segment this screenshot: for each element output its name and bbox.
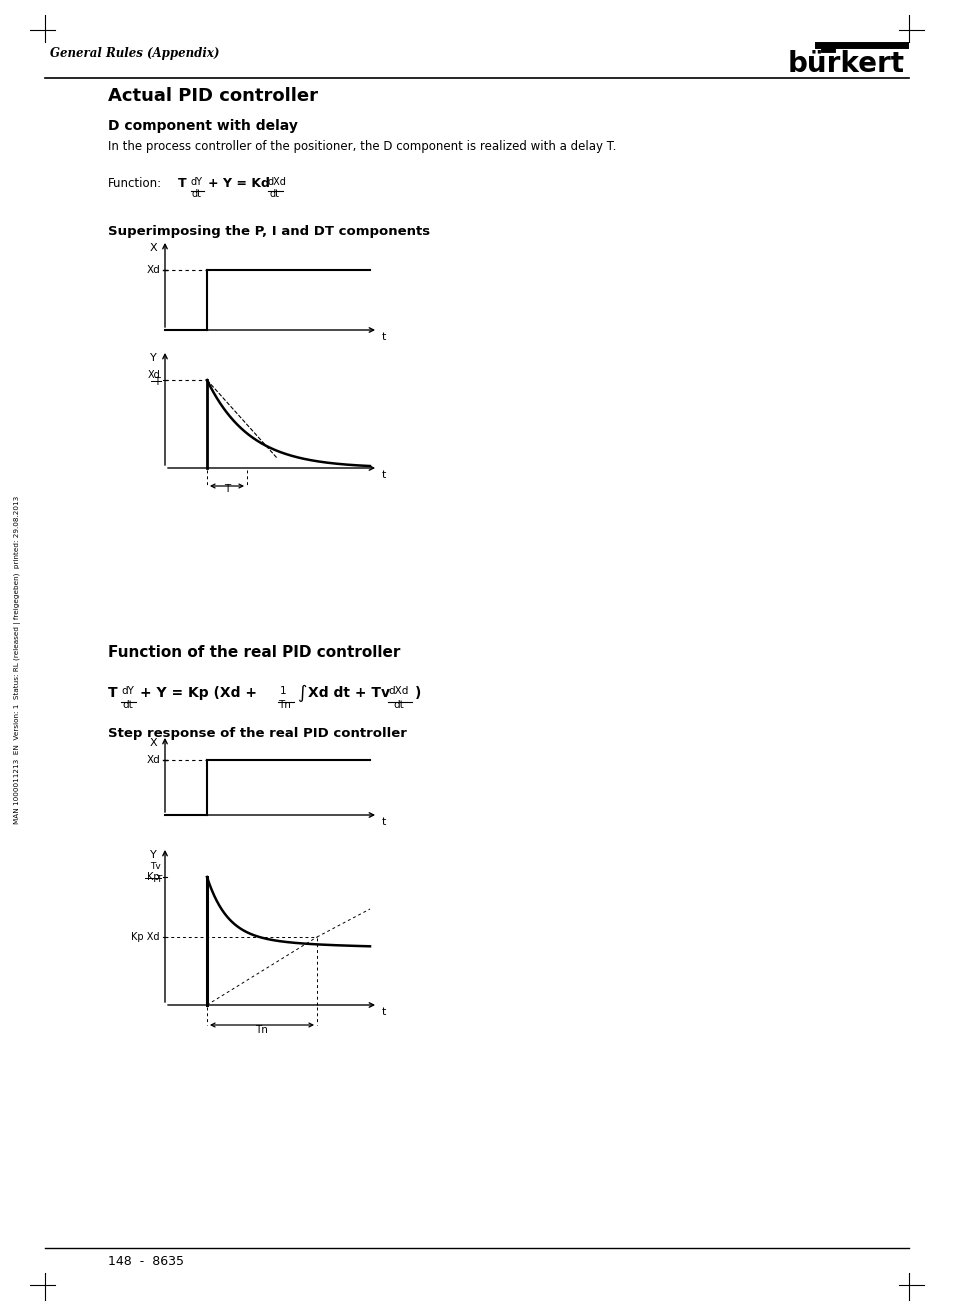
Text: General Rules (Appendix): General Rules (Appendix) — [50, 47, 219, 60]
Text: X: X — [150, 738, 157, 748]
Text: T: T — [224, 484, 230, 494]
Text: X: X — [150, 243, 157, 252]
Text: t: t — [381, 469, 386, 480]
Text: dt: dt — [192, 189, 202, 199]
Text: T: T — [178, 178, 187, 189]
Text: Tn: Tn — [277, 700, 291, 710]
Text: In the process controller of the positioner, the D component is realized with a : In the process controller of the positio… — [108, 139, 616, 153]
Text: Xd: Xd — [146, 266, 160, 275]
Text: Xd: Xd — [147, 370, 160, 380]
Text: T: T — [108, 686, 117, 700]
Text: Step response of the real PID controller: Step response of the real PID controller — [108, 727, 406, 740]
Text: MAN 1000011213  EN  Version: 1  Status: RL (released | freigegeben)  printed: 29: MAN 1000011213 EN Version: 1 Status: RL … — [14, 496, 22, 825]
Text: + Y = Kd: + Y = Kd — [208, 178, 270, 189]
Text: t: t — [381, 331, 386, 342]
Text: + Y = Kp (Xd +: + Y = Kp (Xd + — [140, 686, 256, 700]
Text: T: T — [154, 377, 160, 387]
Text: Tn: Tn — [255, 1024, 268, 1035]
Text: ∫: ∫ — [296, 684, 306, 702]
Text: 148  -  8635: 148 - 8635 — [108, 1255, 184, 1268]
Text: Function of the real PID controller: Function of the real PID controller — [108, 644, 400, 660]
Text: Actual PID controller: Actual PID controller — [108, 87, 317, 105]
Text: Y: Y — [150, 849, 157, 860]
Text: t: t — [381, 1007, 386, 1016]
Text: Xd dt + Tv: Xd dt + Tv — [308, 686, 390, 700]
Text: dY: dY — [191, 178, 203, 187]
Text: Superimposing the P, I and DT components: Superimposing the P, I and DT components — [108, 225, 430, 238]
Text: dt: dt — [393, 700, 403, 710]
Text: T: T — [155, 874, 161, 884]
Text: Kp: Kp — [147, 872, 160, 882]
Text: dXd: dXd — [388, 686, 408, 696]
Text: Y: Y — [150, 352, 157, 363]
Text: t: t — [381, 817, 386, 827]
Text: bürkert: bürkert — [787, 50, 904, 78]
Text: Function:: Function: — [108, 178, 162, 189]
Text: dY: dY — [121, 686, 133, 696]
Text: Kp Xd: Kp Xd — [132, 932, 160, 942]
Text: D component with delay: D component with delay — [108, 118, 297, 133]
Text: dt: dt — [122, 700, 132, 710]
Text: Tv: Tv — [150, 863, 161, 871]
Text: dt: dt — [270, 189, 280, 199]
Text: Xd: Xd — [146, 755, 160, 765]
Text: ): ) — [415, 686, 421, 700]
Text: dXd: dXd — [268, 178, 287, 187]
Text: 1: 1 — [280, 686, 286, 696]
